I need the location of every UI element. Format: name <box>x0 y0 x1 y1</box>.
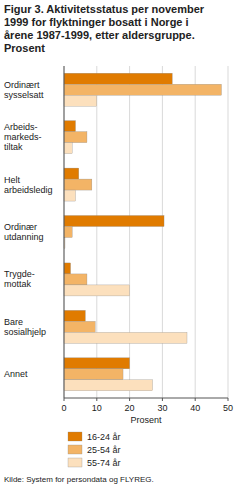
legend-label: 25-54 år <box>87 445 121 455</box>
category-label: Baresosialhjelp <box>4 317 46 337</box>
tick-label: 50 <box>223 403 233 413</box>
bar <box>64 168 79 179</box>
bar <box>64 285 130 296</box>
text-line: utdanning <box>4 232 44 242</box>
text-line: Prosent <box>4 42 45 54</box>
bar <box>64 190 75 201</box>
legend-label: 16-24 år <box>87 432 121 442</box>
text-line: tiltak <box>4 142 23 152</box>
bar <box>64 332 187 343</box>
bar <box>64 358 130 369</box>
bar <box>64 84 221 95</box>
bar <box>64 380 153 391</box>
bar <box>64 73 172 84</box>
text-line: Bare <box>4 317 23 327</box>
bar <box>64 216 164 227</box>
bar <box>64 143 72 154</box>
category-label: Trygde-mottak <box>4 269 35 289</box>
legend-swatch <box>68 445 82 454</box>
tick-label: 30 <box>157 403 167 413</box>
category-label: Arbeids-markeds-tiltak <box>4 122 42 152</box>
text-line: Ordinær <box>4 222 37 232</box>
text-line: Helt <box>4 175 21 185</box>
bar <box>64 369 123 380</box>
text-line: sysselsatt <box>4 90 44 100</box>
text-line: årene 1987-1999, etter aldersgruppe. <box>4 29 195 41</box>
category-label: Heltarbeidsledig <box>4 175 53 195</box>
legend-swatch <box>68 432 82 441</box>
bar <box>64 121 75 132</box>
text-line: markeds- <box>4 132 42 142</box>
text-line: Trygde- <box>4 269 35 279</box>
bar <box>64 95 97 106</box>
tick-label: 10 <box>92 403 102 413</box>
grid-line <box>195 66 196 398</box>
grid-line <box>64 66 65 398</box>
text-line: mottak <box>4 279 32 289</box>
text-line: 1999 for flyktninger bosatt i Norge i <box>4 16 189 28</box>
text-line: sosialhjelp <box>4 327 46 337</box>
grid-line <box>129 66 130 398</box>
tick-label: 40 <box>190 403 200 413</box>
text-line: Annet <box>4 369 28 379</box>
grid-line <box>228 66 229 398</box>
text-line: Arbeids- <box>4 122 38 132</box>
chart: Figur 3. Aktivitetsstatus per november19… <box>0 0 234 486</box>
title: Figur 3. Aktivitetsstatus per november19… <box>4 3 205 54</box>
bar <box>64 132 87 143</box>
x-label: Prosent <box>130 415 162 425</box>
tick-label: 0 <box>61 403 66 413</box>
grid-line <box>162 66 163 398</box>
bar <box>64 263 71 274</box>
legend-label: 55-74 år <box>87 458 121 468</box>
category-label: Ordinærutdanning <box>4 222 44 242</box>
grid-line <box>96 66 97 398</box>
bar <box>64 227 72 238</box>
legend-swatch <box>68 458 82 467</box>
text-line: Figur 3. Aktivitetsstatus per november <box>4 3 205 15</box>
bar <box>64 274 87 285</box>
text-line: arbeidsledig <box>4 185 53 195</box>
category-label: Ordinærtsysselsatt <box>4 80 44 100</box>
bar <box>64 321 95 332</box>
y-axis <box>64 66 65 398</box>
bar <box>64 310 85 321</box>
bar <box>64 179 92 190</box>
tick-label: 20 <box>125 403 135 413</box>
source: Kilde: System for persondata og FLYREG. <box>4 475 154 484</box>
text-line: Ordinært <box>4 80 40 90</box>
category-label: Annet <box>4 369 28 379</box>
x-axis <box>64 398 228 399</box>
